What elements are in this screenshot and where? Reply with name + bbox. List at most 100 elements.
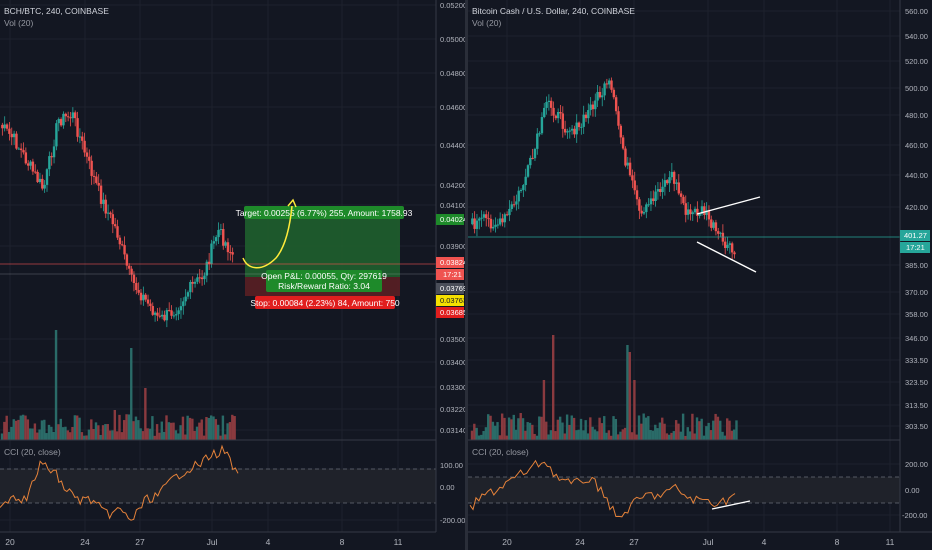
volume-bar (155, 424, 159, 440)
left-volume-label[interactable]: Vol (20) (4, 18, 33, 28)
volume-bar (700, 418, 703, 440)
left-price-tick: 0.03500 (440, 335, 467, 344)
candle-body (633, 180, 636, 191)
candle-body (621, 137, 625, 149)
projection-curve-drawing[interactable] (242, 205, 293, 269)
volume-bar (735, 420, 738, 440)
open-pnl-box[interactable] (266, 270, 382, 292)
candle-body (104, 199, 107, 214)
volume-bar (654, 424, 657, 440)
left-price-tick: 0.03220 (440, 405, 467, 414)
countdown-tag (436, 269, 464, 280)
volume-bar (226, 423, 229, 440)
volume-bar (73, 415, 77, 440)
candle-body (12, 133, 16, 138)
left-time-axis[interactable]: 20 24 27 Jul 4 8 11 (0, 531, 436, 547)
wedge-upper-trendline[interactable] (696, 196, 761, 215)
volume-bar (120, 432, 124, 440)
left-price-tick: 0.05200 (440, 1, 467, 10)
volume-bar (130, 348, 133, 440)
candle-body (505, 214, 509, 216)
candle-body (696, 208, 699, 216)
left-chart-pane[interactable]: Target: 0.00255 (6.77%) 255, Amount: 175… (0, 0, 467, 547)
cci-divergence-trendline[interactable] (711, 500, 751, 510)
candle-body (179, 306, 183, 311)
right-symbol-title[interactable]: Bitcoin Cash / U.S. Dollar, 240, COINBAS… (472, 6, 635, 16)
volume-bar (470, 430, 474, 440)
stop-label-box[interactable] (255, 296, 395, 309)
volume-bar (524, 430, 527, 440)
volume-bar (577, 429, 580, 440)
candle-body (550, 100, 553, 108)
right-countdown-tag (900, 242, 930, 253)
right-volume-label[interactable]: Vol (20) (472, 18, 501, 28)
candle-body (724, 241, 727, 249)
right-price-axis[interactable]: 560.00 540.00 520.00 500.00 480.00 460.0… (899, 0, 930, 532)
volume-bar (610, 435, 613, 440)
left-time-tick: 11 (394, 537, 403, 547)
volume-bar (106, 424, 109, 440)
left-price-tick: 0.03300 (440, 383, 467, 392)
candle-body (529, 157, 532, 166)
candle-body (90, 160, 93, 176)
wedge-lower-trendline[interactable] (696, 241, 757, 273)
volume-bar (644, 417, 648, 440)
candle-body (215, 237, 218, 242)
candle-body (81, 136, 84, 141)
volume-bar (670, 432, 673, 440)
candle-body (552, 107, 555, 116)
volume-bar (214, 419, 218, 440)
candle-body (62, 113, 65, 126)
volume-bar (160, 421, 163, 440)
volume-bar (52, 431, 55, 440)
volume-bar (723, 435, 727, 440)
volume-bar (637, 415, 641, 440)
target-label-box[interactable] (244, 206, 404, 219)
candle-body (231, 252, 234, 255)
target-zone[interactable] (245, 218, 400, 277)
candle-body (703, 206, 706, 215)
candle-body (71, 112, 75, 119)
right-cci-line (469, 459, 736, 518)
candle-body (584, 114, 588, 119)
volume-bar (656, 428, 659, 440)
volume-bar (663, 423, 666, 440)
candle-body (55, 123, 58, 147)
candle-body (675, 182, 678, 184)
candle-body (543, 107, 546, 118)
candle-body (536, 133, 539, 149)
volume-bar (593, 429, 597, 440)
candle-body (733, 252, 736, 255)
volume-bar (482, 431, 485, 440)
candle-body (668, 177, 671, 184)
candle-body (589, 104, 592, 111)
candle-body (496, 224, 500, 226)
candle-body (638, 199, 641, 211)
candle-body (121, 244, 124, 246)
volume-bar (193, 430, 196, 440)
volume-bar (207, 417, 210, 440)
left-price-axis[interactable]: 0.05200 0.05000 0.04800 0.04600 0.04400 … (435, 0, 467, 532)
right-cci-label[interactable]: CCI (20, close) (472, 447, 529, 457)
left-cci-line (0, 444, 239, 521)
volume-bar (607, 430, 611, 440)
candle-body (682, 196, 685, 204)
left-symbol-title[interactable]: BCH/BTC, 240, COINBASE (4, 6, 109, 16)
left-cci-label[interactable]: CCI (20, close) (4, 447, 61, 457)
candle-body (149, 303, 152, 307)
candle-body (498, 218, 502, 225)
volume-bar (568, 424, 571, 440)
countdown-tag-text: 17:21 (443, 270, 462, 279)
volume-bar (698, 421, 701, 440)
right-chart-pane[interactable]: Bitcoin Cash / U.S. Dollar, 240, COINBAS… (468, 0, 932, 547)
candle-body (647, 204, 650, 206)
pane-divider[interactable] (465, 0, 468, 550)
volume-bar (598, 417, 601, 440)
right-price-tick: 323.50 (905, 378, 928, 387)
right-time-axis[interactable]: 20 24 27 Jul 4 8 11 (468, 531, 932, 547)
right-price-tick: 520.00 (905, 57, 928, 66)
right-price-tick: 370.00 (905, 288, 928, 297)
candle-body (151, 306, 154, 315)
volume-bar (619, 431, 622, 440)
candle-body (517, 190, 520, 202)
